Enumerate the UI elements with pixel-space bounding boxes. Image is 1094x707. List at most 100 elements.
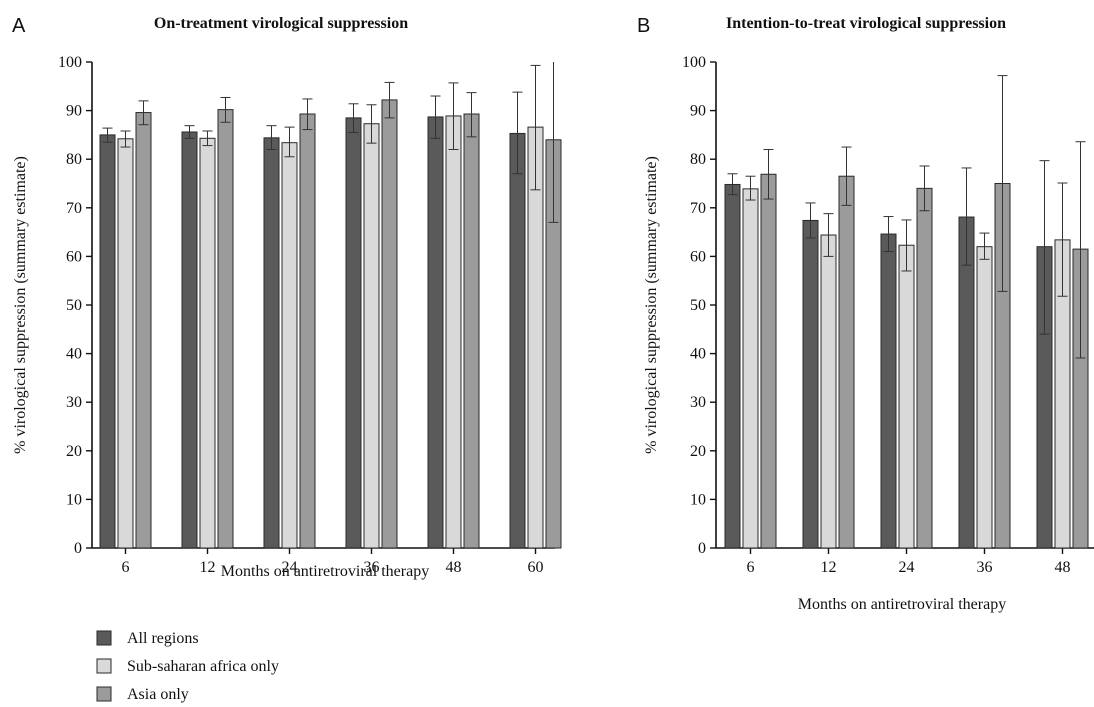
legend-label-all-regions: All regions <box>127 630 199 647</box>
panel-a-error-bar-all-regions-36 <box>348 103 359 133</box>
panel-b-y-tick-label: 60 <box>690 248 706 265</box>
panel-a-bar-asia-6 <box>135 112 152 549</box>
panel-b-y-tick-label: 40 <box>690 346 706 363</box>
panel-a-y-tick-label: 0 <box>74 540 82 557</box>
legend-label-asia: Asia only <box>127 686 189 703</box>
panel-b-error-bar-all-regions-6 <box>727 173 738 196</box>
panel-a-error-bar-asia-12 <box>220 96 231 123</box>
panel-b-plot: 0 10 20 30 40 50 60 70 80 90 100 6 12 24 36 48 <box>682 54 1094 576</box>
panel-a-x-tick-label: 12 <box>200 559 216 576</box>
legend-swatch-asia <box>96 686 112 702</box>
panel-a-x-tick-label: 36 <box>364 559 380 576</box>
panel-a-error-bar-all-regions-24 <box>266 125 277 150</box>
panel-b-error-bar-asia-36 <box>997 75 1008 292</box>
panel-a-bar-sub-saharan-6 <box>117 138 134 549</box>
panel-b-x-tick-label: 12 <box>821 559 837 576</box>
panel-b-error-bar-sub-saharan-12 <box>823 213 834 257</box>
panel-a-letter: A <box>12 15 26 37</box>
legend-swatch-all-regions <box>96 630 112 646</box>
panel-a-error-bar-asia-48 <box>466 92 477 138</box>
panel-a-bar-all-regions-36 <box>345 117 362 549</box>
panel-a-bar-all-regions-6 <box>99 134 116 549</box>
panel-b-error-bar-asia-24 <box>919 165 930 212</box>
panel-b-error-bar-all-regions-24 <box>883 216 894 253</box>
panel-b-x-tick-label: 6 <box>747 559 755 576</box>
panel-a-y-tick-label: 80 <box>66 151 82 168</box>
panel-a-x-tick-label: 6 <box>122 559 130 576</box>
panel-a-error-bar-sub-saharan-24 <box>284 126 295 158</box>
panel-a-xlabel: Months on antiretroviral therapy <box>221 563 429 580</box>
panel-a-bar-sub-saharan-48 <box>445 115 462 549</box>
panel-b-error-bar-all-regions-12 <box>805 202 816 239</box>
legend: All regions Sub-saharan africa only Asia… <box>96 630 279 703</box>
panel-a-bar-sub-saharan-24 <box>281 142 298 549</box>
panel-a-bar-all-regions-12 <box>181 131 198 549</box>
panel-a-bar-sub-saharan-12 <box>199 137 216 549</box>
panel-a-error-bar-sub-saharan-60 <box>530 64 541 191</box>
panel-a-bar-all-regions-60 <box>509 132 526 549</box>
panel-a-x-tick-label: 60 <box>528 559 544 576</box>
panel-a-y-tick-label: 70 <box>66 200 82 217</box>
panel-b-y-tick-label: 30 <box>690 394 706 411</box>
panel-b-bar-all-regions-24 <box>880 233 897 549</box>
panel-b-error-bar-sub-saharan-48 <box>1057 182 1068 297</box>
panel-b-bar-all-regions-6 <box>724 183 741 549</box>
panel-b-letter: B <box>637 15 650 37</box>
panel-b-y-tick-label: 50 <box>690 297 706 314</box>
panel-a-error-bar-sub-saharan-6 <box>120 130 131 148</box>
panel-b-error-bar-asia-48 <box>1075 141 1086 359</box>
panel-a-bar-all-regions-24 <box>263 137 280 549</box>
panel-a-bar-asia-36 <box>381 99 398 549</box>
panel-a-title: On-treatment virological suppression <box>154 15 408 32</box>
panel-a-bar-asia-12 <box>217 109 234 549</box>
panel-a-error-bar-sub-saharan-36 <box>366 104 377 144</box>
panel-a-error-bar-sub-saharan-12 <box>202 130 213 147</box>
panel-b-error-bar-asia-6 <box>763 148 774 200</box>
legend-swatch-sub-saharan <box>96 658 112 674</box>
panel-a-x-tick-label: 48 <box>446 559 462 576</box>
panel-a-error-bar-sub-saharan-48 <box>448 82 459 150</box>
panel-a-x-tick-label: 24 <box>282 559 298 576</box>
panel-b-bar-sub-saharan-6 <box>742 188 759 549</box>
panel-a-error-bar-all-regions-12 <box>184 125 195 139</box>
panel-b-error-bar-all-regions-48 <box>1039 160 1050 335</box>
panel-b-bar-all-regions-12 <box>802 219 819 549</box>
panel-b-y-tick-label: 0 <box>698 540 706 557</box>
panel-a-error-bar-asia-60 <box>548 62 559 223</box>
panel-a-bar-all-regions-48 <box>427 116 444 549</box>
panel-b-x-tick-label: 36 <box>977 559 993 576</box>
panel-b-y-tick-label: 90 <box>690 103 706 120</box>
panel-b-title: Intention-to-treat virological suppressi… <box>726 15 1006 32</box>
panel-b-bar-asia-6 <box>760 173 777 549</box>
panel-a-y-tick-label: 40 <box>66 346 82 363</box>
panel-b-bar-asia-12 <box>838 175 855 549</box>
panel-a-error-bar-all-regions-6 <box>102 127 113 143</box>
panel-b-bar-all-regions-36 <box>958 216 975 549</box>
panel-a-error-bar-asia-6 <box>138 100 149 126</box>
panel-b-y-tick-label: 70 <box>690 200 706 217</box>
panel-a-y-tick-label: 20 <box>66 443 82 460</box>
panel-b-bar-asia-24 <box>916 187 933 549</box>
panel-a-y-tick-label: 30 <box>66 394 82 411</box>
panel-b-y-tick-label: 10 <box>690 491 706 508</box>
panel-a-error-bar-asia-24 <box>302 98 313 131</box>
panel-b-y-tick-label: 20 <box>690 443 706 460</box>
panel-a-error-bar-all-regions-48 <box>430 95 441 139</box>
panel-a-y-tick-label: 90 <box>66 103 82 120</box>
panel-a-ylabel: % virological suppression (summary estim… <box>12 156 29 454</box>
panel-b-ylabel: % virological suppression (summary estim… <box>643 156 660 454</box>
panel-a-error-bar-asia-36 <box>384 81 395 119</box>
panel-a-bar-asia-48 <box>463 113 480 549</box>
panel-a-error-bar-all-regions-60 <box>512 91 523 175</box>
panel-b-y-tick-label: 100 <box>682 54 706 71</box>
panel-b-xlabel: Months on antiretroviral therapy <box>798 596 1006 613</box>
panel-a-bar-asia-24 <box>299 113 316 549</box>
panel-b-y-tick-label: 80 <box>690 151 706 168</box>
panel-a-y-tick-label: 100 <box>58 54 82 71</box>
panel-b-bar-sub-saharan-36 <box>976 246 993 549</box>
panel-b-error-bar-sub-saharan-24 <box>901 219 912 272</box>
panel-a-y-tick-label: 60 <box>66 248 82 265</box>
panel-a-y-tick-label: 10 <box>66 491 82 508</box>
panel-b-error-bar-sub-saharan-36 <box>979 232 990 260</box>
